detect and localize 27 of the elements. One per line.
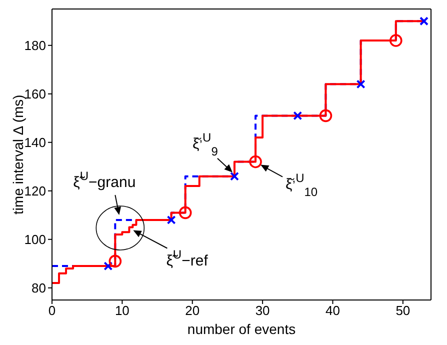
y-tick-label: 180 [24, 38, 46, 53]
point [178, 206, 192, 220]
annotation: ξ̃$^{U}$−ref [166, 247, 209, 270]
x-tick-label: 10 [114, 303, 130, 318]
x-tick-label: 0 [48, 303, 56, 318]
y-tick-label: 140 [24, 134, 46, 150]
point [166, 215, 176, 224]
y-axis-title: time interval Δ (ms) [10, 94, 26, 214]
point [104, 262, 113, 271]
y-tick-label: 100 [24, 232, 46, 247]
x-tick-label: 40 [326, 303, 340, 318]
point [356, 80, 366, 89]
point [293, 111, 302, 120]
point [230, 172, 239, 181]
x-axis-title: number of events [187, 321, 296, 337]
point [319, 109, 332, 122]
y-tick-label: 120 [24, 183, 46, 198]
point [249, 155, 262, 168]
y-tick-label: 160 [24, 86, 46, 102]
annotation: ξ̃$^{U}$−granu [73, 168, 136, 191]
y-tick-label: 80 [32, 280, 46, 296]
point [390, 34, 402, 47]
x-tick-label: 50 [396, 303, 410, 318]
point [108, 254, 122, 268]
x-tick-label: 30 [255, 303, 270, 318]
point [419, 16, 428, 26]
x-tick-label: 20 [185, 303, 200, 318]
